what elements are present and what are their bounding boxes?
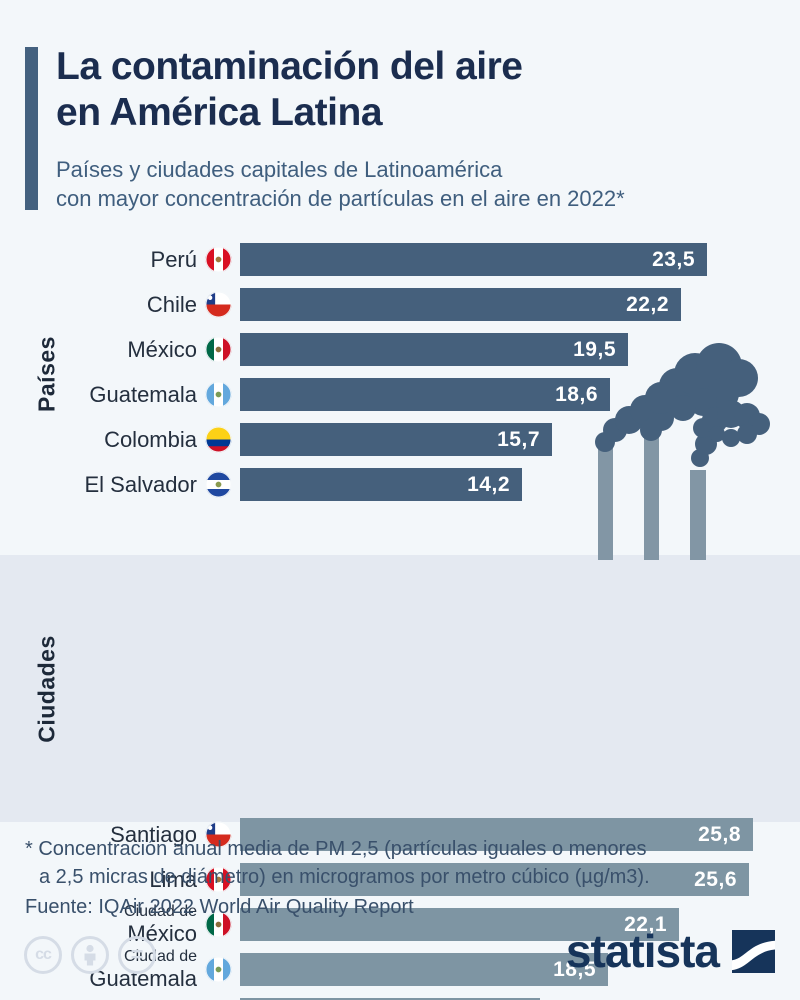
- flag-icon-guatemala: [205, 956, 232, 983]
- factory-smokestacks-illustration: [595, 343, 770, 560]
- cc-nd-equals-icon: =: [118, 936, 156, 974]
- cities-bar-group: Santiago 25,8 Lima 25,6 Ciudad de México 22,1 C…: [0, 818, 800, 1000]
- bar-bogota: 15,1: [240, 998, 540, 1000]
- bar-value: 22,2: [626, 292, 669, 316]
- bar-value: 23,5: [652, 247, 695, 271]
- flag-icon-el_salvador: [205, 471, 232, 498]
- page-title: La contaminación del aire en América Lat…: [56, 45, 523, 135]
- row-label-mexico: México: [0, 336, 197, 362]
- bar-row-guatemala: Guatemala 18,6: [0, 378, 800, 411]
- flag-icon-chile: [205, 821, 232, 848]
- flag-icon-peru: [205, 866, 232, 893]
- flag-icon-guatemala: [205, 381, 232, 408]
- flag-icon-mexico: [205, 911, 232, 938]
- row-label-chile: Chile: [0, 291, 197, 317]
- cc-attribution-person-icon: [71, 936, 109, 974]
- statista-logo-text: statista: [565, 925, 720, 977]
- bar-row-lima: Lima 25,6: [0, 863, 800, 896]
- bar-mexico: 22,1: [240, 908, 679, 941]
- group-label-ciudades: Ciudades: [33, 635, 60, 743]
- bar-value: 19,5: [573, 337, 616, 361]
- bar-lima: 25,6: [240, 863, 749, 896]
- bar-value: 25,6: [694, 867, 737, 891]
- bar-row-peru: Perú 23,5: [0, 243, 800, 276]
- row-label-guatemala: Guatemala: [0, 381, 197, 407]
- statista-logo-icon: [732, 929, 775, 973]
- license-icons: cc =: [24, 936, 156, 974]
- row-label-text: Perú: [150, 246, 197, 272]
- bar-row-colombia: Colombia 15,7: [0, 423, 800, 456]
- row-label-text: Guatemala: [89, 965, 197, 991]
- source-line: Fuente: IQAir 2022 World Air Quality Rep…: [25, 896, 414, 918]
- bar-row-el-salvador: El Salvador 14,2: [0, 468, 800, 501]
- bar-santiago: 25,8: [240, 818, 753, 851]
- bar-row-chile: Chile 22,2: [0, 288, 800, 321]
- row-label-text: Santiago: [110, 821, 197, 847]
- bar-row-bogota: Bogotá15,1: [0, 998, 800, 1000]
- row-label-peru: Perú: [0, 246, 197, 272]
- bar-value: 22,1: [624, 912, 667, 936]
- flag-icon-colombia: [205, 426, 232, 453]
- page-subtitle: Países y ciudades capitales de Latinoamé…: [56, 157, 625, 212]
- row-label-santiago: Santiago: [0, 821, 197, 847]
- bar-row-santiago: Santiago 25,8: [0, 818, 800, 851]
- bar-guatemala: 18,5: [240, 953, 608, 986]
- bar-guatemala: 18,6: [240, 378, 610, 411]
- row-label-lima: Lima: [0, 866, 197, 892]
- bar-row-mexico: México 19,5: [0, 333, 800, 366]
- row-label-text: Lima: [149, 866, 197, 892]
- countries-bar-group: Perú 23,5 Chile 22,2 México 19,5 Guatemala 18,6…: [0, 243, 800, 501]
- footnote-line-1: * Concentración anual media de PM 2,5 (p…: [25, 838, 647, 860]
- bar-value: 15,7: [497, 427, 540, 451]
- title-accent-bar: [25, 47, 38, 210]
- bar-value: 18,6: [555, 382, 598, 406]
- row-label-el-salvador: El Salvador: [0, 471, 197, 497]
- flag-icon-chile: [205, 291, 232, 318]
- row-label-text: Chile: [146, 291, 197, 317]
- bar-colombia: 15,7: [240, 423, 552, 456]
- bar-value: 18,5: [553, 957, 596, 981]
- cities-background-band: [0, 555, 800, 822]
- bar-row-mexico: Ciudad de México 22,1: [0, 903, 800, 944]
- row-label-colombia: Colombia: [0, 426, 197, 452]
- row-label-text: México: [127, 336, 197, 362]
- footnote-line-2: a 2,5 micras de diámetro) en microgramos…: [39, 866, 650, 888]
- row-label-text: Guatemala: [89, 381, 197, 407]
- bar-mexico: 19,5: [240, 333, 628, 366]
- bar-peru: 23,5: [240, 243, 707, 276]
- bar-row-guatemala: Ciudad de Guatemala 18,5: [0, 948, 800, 989]
- row-label-text: Colombia: [104, 426, 197, 452]
- bar-value: 14,2: [467, 472, 510, 496]
- bar-value: 25,8: [698, 822, 741, 846]
- row-label-top: Ciudad de: [124, 903, 197, 921]
- statista-branding: statista: [0, 928, 775, 974]
- bar-chile: 22,2: [240, 288, 681, 321]
- flag-icon-mexico: [205, 336, 232, 363]
- row-label-text: El Salvador: [84, 471, 197, 497]
- flag-icon-peru: [205, 246, 232, 273]
- bar-el-salvador: 14,2: [240, 468, 522, 501]
- cc-license-icon: cc: [24, 936, 62, 974]
